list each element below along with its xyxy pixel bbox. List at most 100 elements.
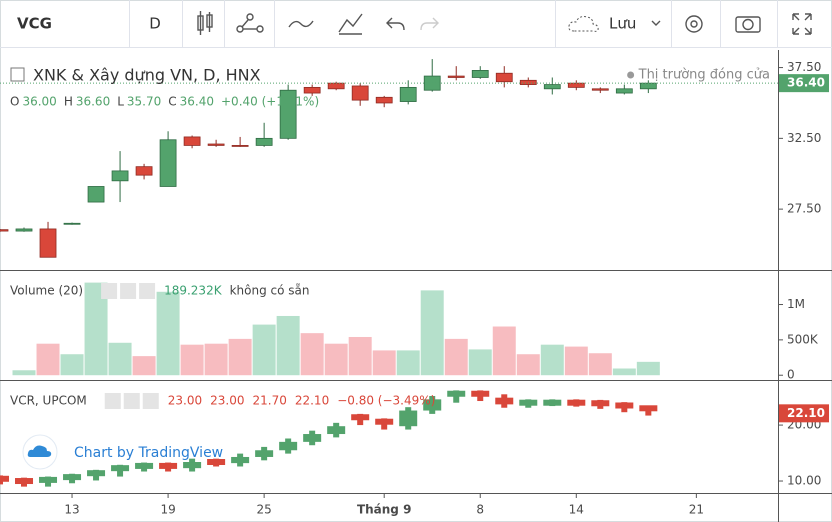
volume-bar	[564, 346, 588, 376]
body	[231, 145, 249, 147]
volume-bar	[636, 361, 660, 376]
x-tick-label: 14	[569, 503, 584, 517]
body	[135, 166, 153, 176]
volume-bar	[348, 336, 372, 376]
body	[327, 426, 346, 435]
volume-bar	[84, 282, 108, 376]
watermark-cloud	[27, 445, 52, 457]
body	[255, 450, 274, 457]
eye-button[interactable]	[101, 283, 118, 299]
watermark[interactable]: Chart by TradingView	[74, 445, 223, 461]
volume-bar	[420, 290, 444, 376]
compare-value: 23.00	[210, 394, 244, 408]
body	[159, 462, 178, 469]
volume-value: 189.232K	[164, 284, 223, 298]
status-dot	[627, 71, 635, 79]
body	[39, 476, 58, 483]
x-tick-label: 19	[160, 503, 175, 517]
x-tick-label: Tháng 9	[357, 503, 412, 517]
cloud-icon[interactable]	[568, 16, 599, 32]
indicators-icon[interactable]	[236, 13, 264, 33]
body	[447, 75, 465, 78]
legend-key: O	[10, 95, 19, 109]
legend-change: +0.40 (+1.11%)	[221, 95, 319, 109]
y-tick-label: 27.50	[787, 202, 821, 216]
compare-change: −0.80 (−3.49%)	[337, 394, 435, 408]
last-price-box	[779, 404, 829, 423]
body	[255, 137, 273, 146]
save-label[interactable]: Lưu	[609, 15, 636, 33]
gear-button[interactable]	[123, 393, 140, 409]
y-tick-label: 37.50	[787, 60, 821, 74]
x-tick-label: 25	[256, 503, 271, 517]
body	[39, 228, 57, 258]
compare-value: 21.70	[252, 394, 286, 408]
settings-icon[interactable]	[685, 15, 703, 33]
collapse-button[interactable]	[10, 67, 25, 82]
volume-bar	[12, 370, 36, 376]
undo-icon[interactable]	[386, 17, 405, 31]
body	[567, 82, 585, 88]
close-button[interactable]	[139, 283, 156, 299]
volume-bar	[372, 350, 396, 376]
body	[231, 456, 250, 464]
legend-key: L	[117, 95, 124, 109]
body	[615, 88, 633, 94]
body	[543, 84, 561, 90]
volume-bar	[444, 338, 468, 376]
body	[15, 478, 34, 485]
marks: 13 19 25 Tháng 9 8 14 21 37.50 32.50 27.50 36.40 1M…	[0, 59, 829, 517]
body	[591, 88, 609, 91]
body	[399, 410, 418, 427]
body	[447, 390, 466, 397]
legend-value: 36.40	[180, 95, 214, 109]
legend-key: H	[64, 95, 73, 109]
interval[interactable]: D	[149, 15, 161, 33]
chart-style-icon[interactable]	[197, 11, 213, 35]
body	[63, 474, 82, 481]
body	[351, 414, 370, 421]
y-tick-label: 32.50	[787, 131, 821, 145]
compare-value: 22.10	[295, 394, 329, 408]
body	[543, 399, 562, 406]
close-button[interactable]	[142, 393, 159, 409]
market-status: Thị trường đóng cửa	[638, 68, 770, 83]
body	[639, 82, 657, 90]
redo-icon[interactable]	[420, 17, 439, 31]
body	[159, 139, 177, 187]
body	[0, 229, 9, 232]
body	[183, 462, 202, 469]
body	[639, 405, 658, 412]
last-price-label: 22.10	[787, 406, 825, 420]
volume-bar	[540, 344, 564, 376]
y-tick-label: 500K	[787, 332, 819, 346]
body	[207, 143, 225, 146]
legend-value: 36.00	[22, 95, 56, 109]
y-tick-label: 0	[787, 368, 795, 382]
body	[15, 228, 33, 232]
symbol[interactable]: VCG	[17, 15, 52, 33]
snapshot-icon[interactable]	[735, 16, 761, 33]
body	[375, 418, 394, 425]
body	[519, 399, 538, 406]
save-menu-arrow[interactable]	[651, 20, 661, 26]
compare-icon[interactable]	[288, 20, 314, 28]
templates-icon[interactable]	[338, 13, 363, 35]
wick	[645, 408, 652, 416]
body	[135, 462, 154, 469]
pane	[12, 282, 660, 376]
y-tick-label: 10.00	[787, 474, 821, 488]
volume-bar	[276, 315, 300, 376]
body	[111, 170, 129, 182]
body	[63, 222, 81, 225]
body	[591, 400, 610, 407]
fullscreen-icon[interactable]	[792, 13, 812, 35]
eye-button[interactable]	[104, 393, 121, 409]
body	[207, 459, 226, 466]
gear-button[interactable]	[120, 283, 137, 299]
body	[399, 86, 417, 102]
volume-bar	[396, 350, 420, 376]
volume-bar	[300, 333, 324, 376]
body	[111, 465, 130, 472]
